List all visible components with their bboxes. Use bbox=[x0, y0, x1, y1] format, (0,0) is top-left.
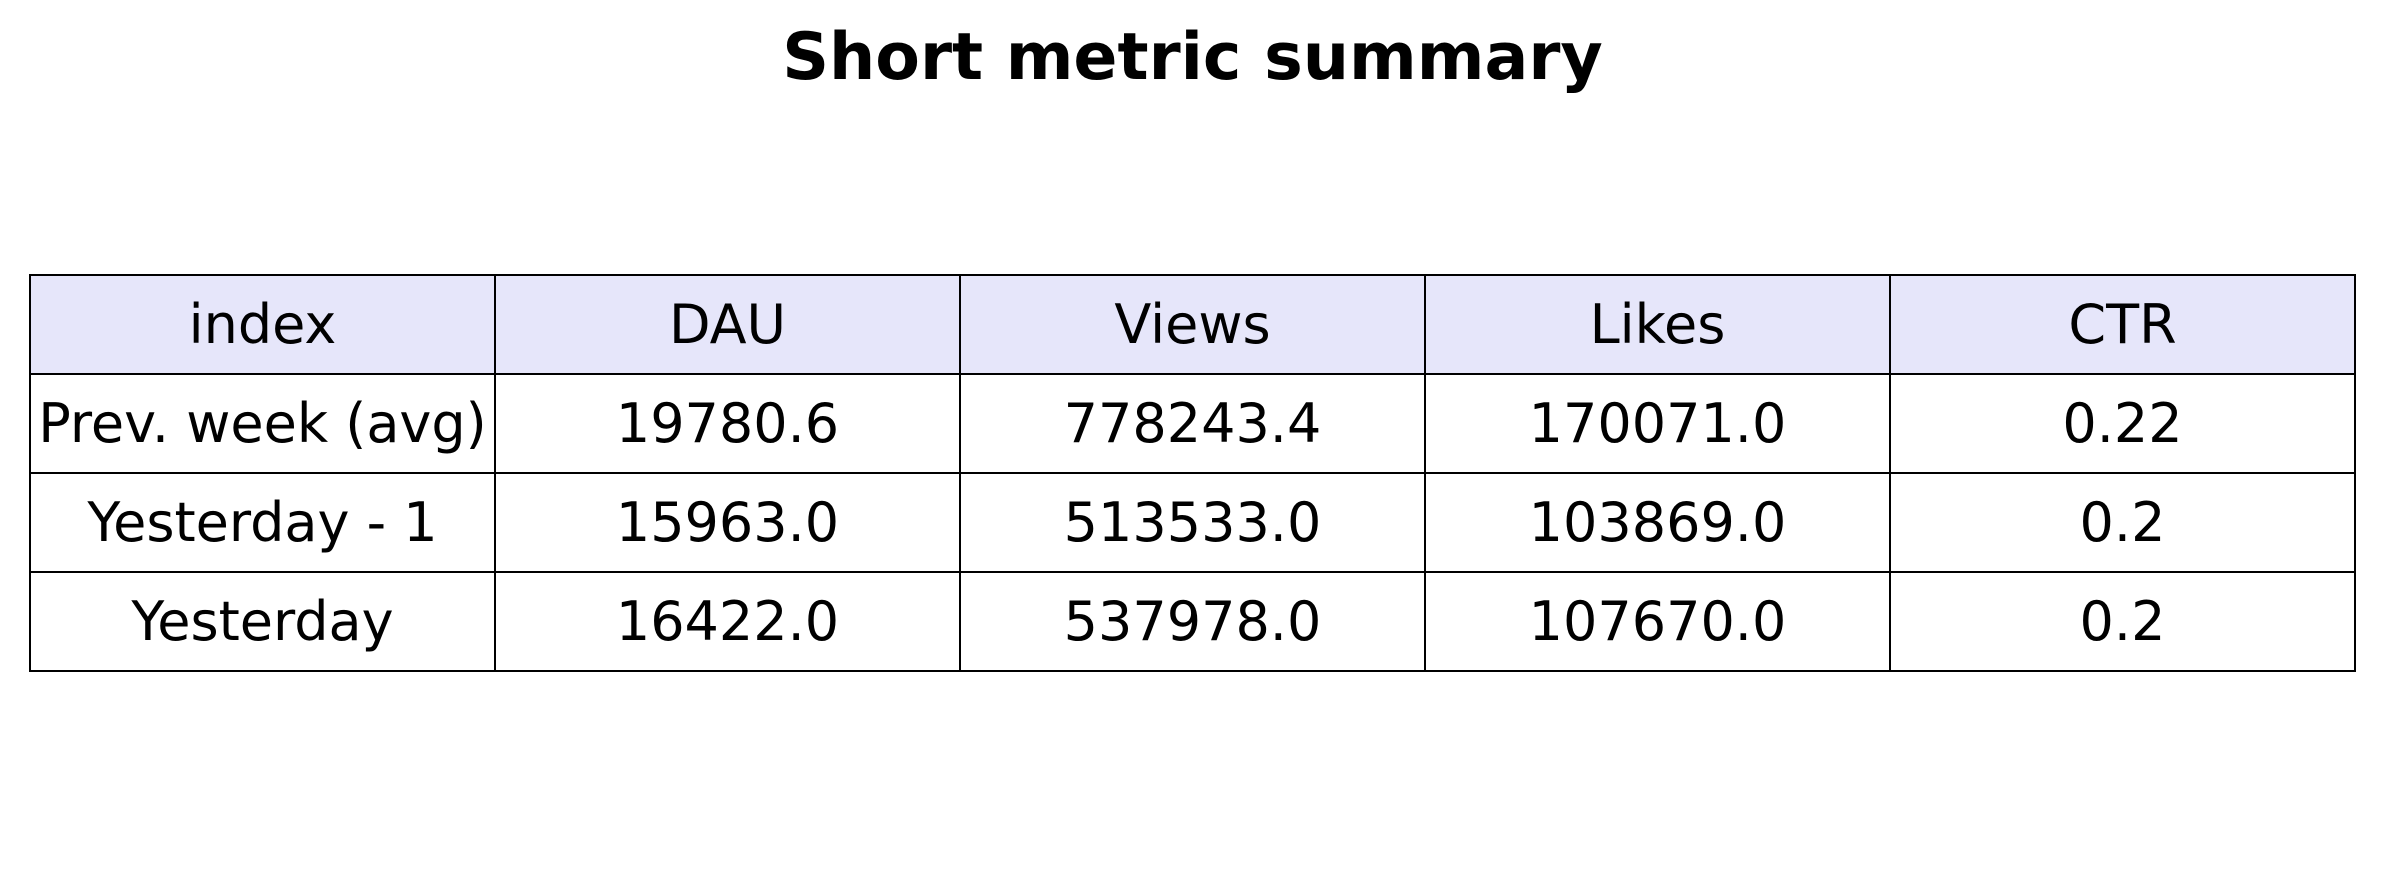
column-header-dau: DAU bbox=[494, 274, 961, 375]
column-header-ctr: CTR bbox=[1889, 274, 2356, 375]
likes-cell: 103869.0 bbox=[1424, 472, 1891, 573]
table-header: index DAU Views Likes CTR bbox=[29, 274, 2356, 375]
dau-cell: 15963.0 bbox=[494, 472, 961, 573]
metric-summary-table: index DAU Views Likes CTR Prev. week (av… bbox=[29, 274, 2356, 672]
views-cell: 537978.0 bbox=[959, 571, 1426, 672]
column-header-views: Views bbox=[959, 274, 1426, 375]
views-cell: 513533.0 bbox=[959, 472, 1426, 573]
header-row: index DAU Views Likes CTR bbox=[29, 274, 2356, 375]
likes-cell: 170071.0 bbox=[1424, 373, 1891, 474]
row-label-cell: Prev. week (avg) bbox=[29, 373, 496, 474]
views-cell: 778243.4 bbox=[959, 373, 1426, 474]
dau-cell: 16422.0 bbox=[494, 571, 961, 672]
ctr-cell: 0.2 bbox=[1889, 571, 2356, 672]
column-header-index: index bbox=[29, 274, 496, 375]
column-header-likes: Likes bbox=[1424, 274, 1891, 375]
row-label-cell: Yesterday - 1 bbox=[29, 472, 496, 573]
table-row: Prev. week (avg) 19780.6 778243.4 170071… bbox=[29, 373, 2356, 474]
likes-cell: 107670.0 bbox=[1424, 571, 1891, 672]
chart-title: Short metric summary bbox=[782, 20, 1603, 95]
dau-cell: 19780.6 bbox=[494, 373, 961, 474]
ctr-cell: 0.22 bbox=[1889, 373, 2356, 474]
table-row: Yesterday 16422.0 537978.0 107670.0 0.2 bbox=[29, 571, 2356, 672]
row-label-cell: Yesterday bbox=[29, 571, 496, 672]
table-row: Yesterday - 1 15963.0 513533.0 103869.0 … bbox=[29, 472, 2356, 573]
table-body: Prev. week (avg) 19780.6 778243.4 170071… bbox=[29, 373, 2356, 672]
ctr-cell: 0.2 bbox=[1889, 472, 2356, 573]
